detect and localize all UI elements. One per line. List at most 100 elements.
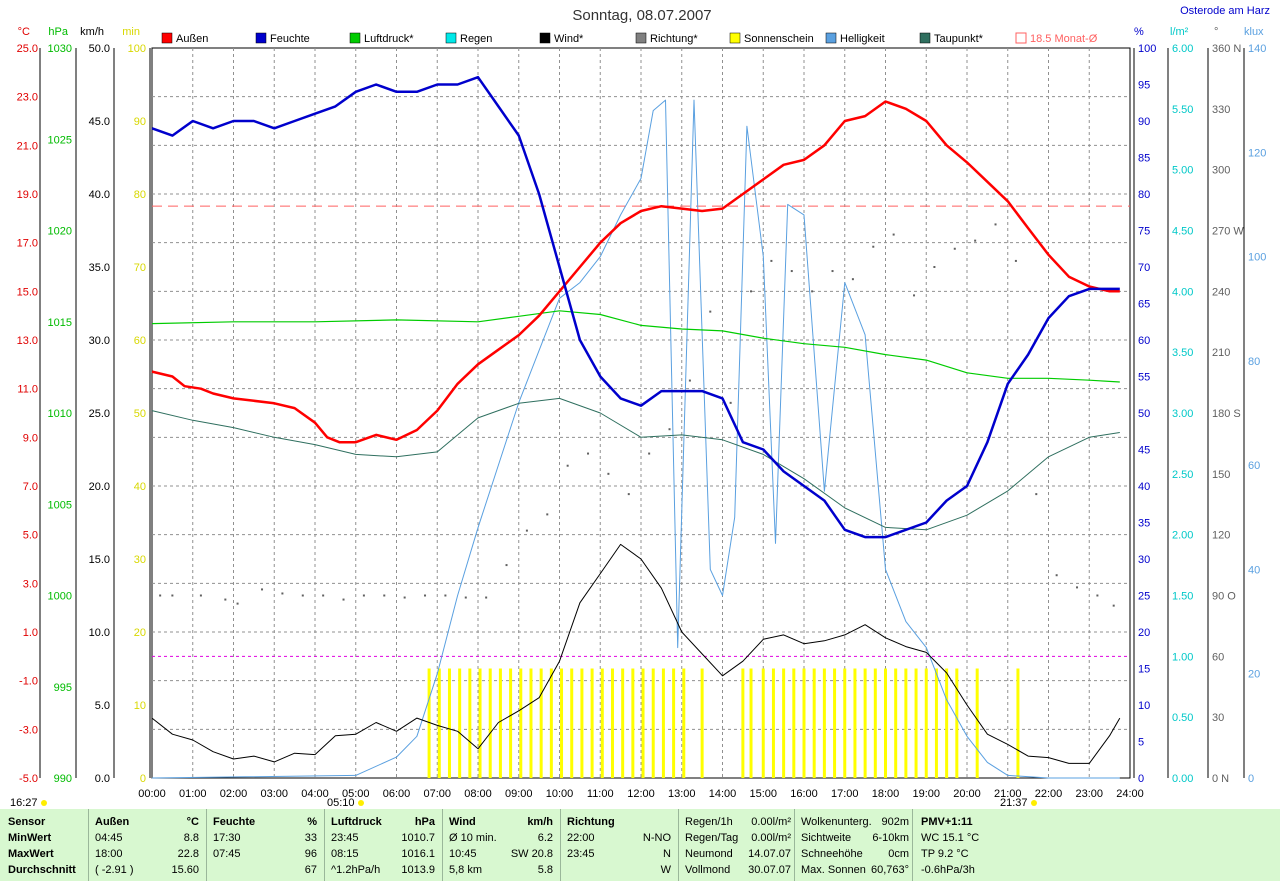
wolkenunterg-label: Wolkenunterg. — [801, 816, 872, 828]
feuchte-min-value: 33 — [304, 832, 317, 844]
sunshine-bar — [904, 668, 908, 778]
x-tick-label: 21:00 — [994, 788, 1022, 800]
luftdruck-max-time: 08:15 — [331, 848, 359, 860]
sunshine-bar — [458, 668, 462, 778]
wind-unit: km/h — [527, 816, 553, 828]
corner-dot-icon — [41, 800, 47, 806]
legend-label: Feuchte — [270, 33, 310, 45]
direction-dot — [974, 239, 977, 242]
sun-tick-label: 80 — [134, 189, 146, 201]
legend-swatch — [349, 32, 361, 44]
richtung-min-value: N-NO — [642, 832, 671, 844]
lux-tick-label: 120 — [1248, 147, 1266, 159]
sunshine-bar — [884, 668, 887, 778]
direction-dot — [648, 452, 651, 455]
richtung-max-value: N — [663, 848, 671, 860]
humidity-tick-label: 65 — [1138, 299, 1150, 311]
regen-tag-label: Regen/Tag — [685, 832, 739, 844]
sunshine-bar — [570, 668, 574, 778]
temp-tick-label: 21.0 — [17, 140, 38, 152]
humidity-tick-label: 45 — [1138, 445, 1150, 457]
direction-dot — [566, 464, 569, 467]
wind-unit-label: km/h — [80, 26, 104, 38]
sunshine-bar — [945, 668, 949, 778]
temp-tick-label: 11.0 — [17, 384, 38, 396]
direction-dot — [953, 247, 956, 250]
rain-tick-label: 4.50 — [1172, 226, 1193, 238]
wolken-column: Wolkenunterg. 902m Sichtweite 6-10km Sch… — [794, 809, 913, 881]
rain-tick-label: 5.00 — [1172, 165, 1193, 177]
x-tick-label: 16:00 — [790, 788, 818, 800]
statistics-table: Sensor MinWert MaxWert Durchschnitt Auße… — [0, 809, 1280, 881]
direction-dot — [913, 294, 916, 297]
lux-tick-label: 100 — [1248, 252, 1266, 264]
sunshine-bar — [437, 668, 441, 778]
legend-label: Sonnenschein — [744, 33, 814, 45]
pressure-tick-label: 1005 — [48, 499, 72, 511]
sunshine-bar — [833, 668, 837, 778]
wind-max-value: SW 20.8 — [510, 848, 553, 860]
sunshine-bar — [924, 668, 928, 778]
lux-tick-label: 40 — [1248, 564, 1260, 576]
wind-distance: 5,8 km — [449, 864, 483, 876]
direction-tick-label: 330 — [1212, 104, 1230, 116]
sunshine-bar — [975, 668, 979, 778]
wind-min-label: Ø 10 min. — [449, 832, 497, 844]
wind-column: Wind km/h Ø 10 min. 6.2 10:45 SW 20.8 5,… — [442, 809, 561, 881]
sun-tick-label: 20 — [134, 627, 146, 639]
direction-tick-label: 360 N — [1212, 43, 1241, 55]
luftdruck-avg-value: 1013.9 — [401, 864, 435, 876]
feuchte-header: Feuchte — [213, 816, 256, 828]
rain-tick-label: 6.00 — [1172, 43, 1193, 55]
sunshine-bar — [468, 668, 472, 778]
direction-dot — [607, 472, 610, 475]
temp-tick-label: 1.0 — [23, 627, 38, 639]
sunshine-bar — [651, 668, 655, 778]
rain-tick-label: 2.00 — [1172, 530, 1193, 542]
sunshine-bar — [560, 668, 564, 778]
sunshine-bar — [894, 668, 898, 778]
sunshine-bar — [700, 668, 704, 778]
temp-tick-label: 9.0 — [23, 432, 38, 444]
sunrise-icon — [358, 800, 364, 806]
legend-label: Außen — [176, 33, 208, 45]
sunshine-bar — [641, 668, 645, 778]
humidity-tick-label: 20 — [1138, 627, 1150, 639]
wind-tick-label: 0.0 — [95, 773, 110, 785]
legend-swatch — [729, 32, 741, 44]
sunshine-bar — [447, 668, 451, 778]
direction-dot — [872, 245, 875, 248]
sunshine-bar — [427, 668, 431, 778]
humidity-tick-label: 35 — [1138, 518, 1150, 530]
richtung-min-time: 22:00 — [567, 832, 595, 844]
luftdruck-unit: hPa — [414, 816, 435, 828]
sunshine-bar — [661, 668, 665, 778]
legend-label: Taupunkt* — [934, 33, 984, 45]
sensor-column: Sensor MinWert MaxWert Durchschnitt — [0, 809, 88, 881]
lux-tick-label: 140 — [1248, 43, 1266, 55]
wind-tick-label: 50.0 — [89, 43, 110, 55]
sunshine-bar — [610, 668, 614, 778]
direction-dot — [729, 401, 732, 404]
luftdruck-min-time: 23:45 — [331, 832, 359, 844]
feuchte-avg-value: 67 — [304, 864, 317, 876]
temp-tick-label: 17.0 — [17, 238, 38, 250]
sun-tick-label: 90 — [134, 116, 146, 128]
direction-tick-label: 30 — [1212, 712, 1224, 724]
sunshine-bar — [621, 668, 625, 778]
sunrise-time: 05:10 — [327, 797, 355, 809]
direction-dot — [994, 223, 997, 226]
x-tick-label: 14:00 — [709, 788, 737, 800]
sunshine-bar — [529, 668, 533, 778]
aussen-min-time: 04:45 — [95, 832, 123, 844]
wind-tick-label: 35.0 — [89, 262, 110, 274]
x-tick-label: 01:00 — [179, 788, 207, 800]
temp-tick-label: 7.0 — [23, 481, 38, 493]
direction-dot — [464, 596, 467, 599]
wind-tick-label: 5.0 — [95, 700, 110, 712]
x-tick-label: 04:00 — [301, 788, 329, 800]
x-tick-label: 19:00 — [912, 788, 940, 800]
direction-dot — [587, 452, 590, 455]
direction-dot — [770, 259, 773, 262]
wind-tick-label: 45.0 — [89, 116, 110, 128]
